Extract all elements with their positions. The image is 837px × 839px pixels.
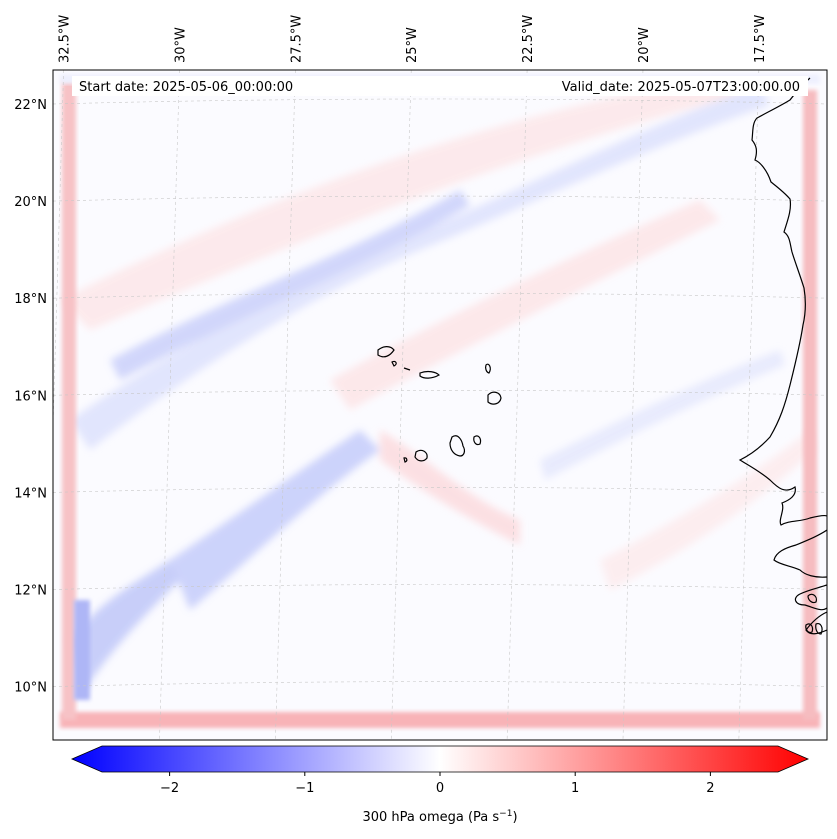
omega-field bbox=[53, 70, 827, 740]
island-santo-antao bbox=[377, 346, 395, 358]
island-sao-nicolau bbox=[419, 370, 440, 379]
island-sao-vicente bbox=[391, 360, 397, 367]
island-santiago bbox=[449, 435, 466, 457]
coastline bbox=[377, 77, 827, 635]
longitude-label: 20°W bbox=[637, 27, 652, 63]
island-santa-luzia bbox=[403, 367, 411, 371]
latitude-label: 14°N bbox=[14, 486, 47, 501]
longitude-label: 30°W bbox=[174, 27, 189, 63]
graticule bbox=[53, 70, 827, 740]
island-sal bbox=[485, 363, 491, 374]
positive-band bbox=[330, 200, 720, 410]
parallel-line bbox=[53, 584, 827, 590]
start-date-text: Start date: 2025-05-06_00:00:00 bbox=[79, 80, 293, 95]
colorbar-ticks: −2 −1 0 1 2 bbox=[160, 772, 715, 796]
left-boundary-negative bbox=[74, 600, 90, 700]
latitude-label: 20°N bbox=[14, 195, 47, 210]
island-brava bbox=[403, 457, 408, 463]
negative-cells bbox=[170, 430, 380, 610]
left-boundary-band bbox=[62, 80, 76, 720]
meridian-line bbox=[622, 70, 644, 740]
latitude-label: 18°N bbox=[14, 292, 47, 307]
parallel-line bbox=[53, 292, 827, 299]
latitude-label: 10°N bbox=[14, 681, 47, 696]
longitude-label: 32.5°W bbox=[58, 15, 73, 63]
colorbar-label: 300 hPa omega (Pa s−1) bbox=[362, 809, 517, 825]
parallel-line bbox=[53, 389, 827, 396]
colorbar-tick-label: 0 bbox=[436, 781, 444, 796]
valid-date-text: Valid_date: 2025-05-07T23:00:00.00 bbox=[562, 80, 800, 95]
colorbar-tick-label: −1 bbox=[295, 781, 314, 796]
bottom-boundary-band bbox=[60, 712, 820, 728]
colorbar: −2 −1 0 1 2 300 hPa omega (Pa s−1) bbox=[70, 745, 810, 825]
meridian-line bbox=[506, 70, 528, 740]
longitude-label: 17.5°W bbox=[753, 15, 768, 63]
positive-band bbox=[60, 80, 760, 330]
longitude-label: 27.5°W bbox=[289, 15, 304, 63]
negative-cells bbox=[70, 560, 180, 690]
negative-band bbox=[70, 85, 770, 450]
latitude-label: 16°N bbox=[14, 389, 47, 404]
header-box bbox=[72, 76, 808, 96]
colorbar-tick-label: −2 bbox=[160, 781, 179, 796]
plot-frame bbox=[52, 69, 828, 741]
negative-band bbox=[540, 350, 785, 480]
longitude-labels: 32.5°W 30°W 27.5°W 25°W 22.5°W 20°W 17.5°W bbox=[58, 15, 768, 63]
longitude-label: 22.5°W bbox=[521, 15, 536, 63]
colorbar-tick-label: 1 bbox=[571, 781, 579, 796]
colorbar-body bbox=[70, 745, 810, 773]
parallel-line bbox=[53, 487, 827, 493]
right-boundary-band bbox=[803, 90, 817, 720]
meridian-line bbox=[390, 70, 412, 740]
island-fogo bbox=[414, 449, 428, 462]
latitude-label: 12°N bbox=[14, 583, 47, 598]
negative-band bbox=[110, 190, 470, 380]
island-maio bbox=[473, 435, 482, 446]
meridian-line bbox=[275, 70, 296, 740]
meridian-line bbox=[159, 70, 180, 740]
meridian-line bbox=[738, 70, 760, 740]
coastal-islands bbox=[805, 593, 823, 635]
parallel-line bbox=[53, 681, 827, 687]
latitude-labels: 22°N 20°N 18°N 16°N 14°N 12°N 10°N bbox=[14, 98, 47, 696]
colorbar-tick-label: 2 bbox=[706, 781, 714, 796]
latitude-label: 22°N bbox=[14, 98, 47, 113]
parallel-line bbox=[53, 195, 827, 202]
longitude-label: 25°W bbox=[405, 27, 420, 63]
island-boa-vista bbox=[487, 391, 502, 405]
africa-coast bbox=[738, 77, 827, 635]
parallel-line bbox=[53, 98, 827, 105]
positive-band bbox=[600, 430, 815, 590]
